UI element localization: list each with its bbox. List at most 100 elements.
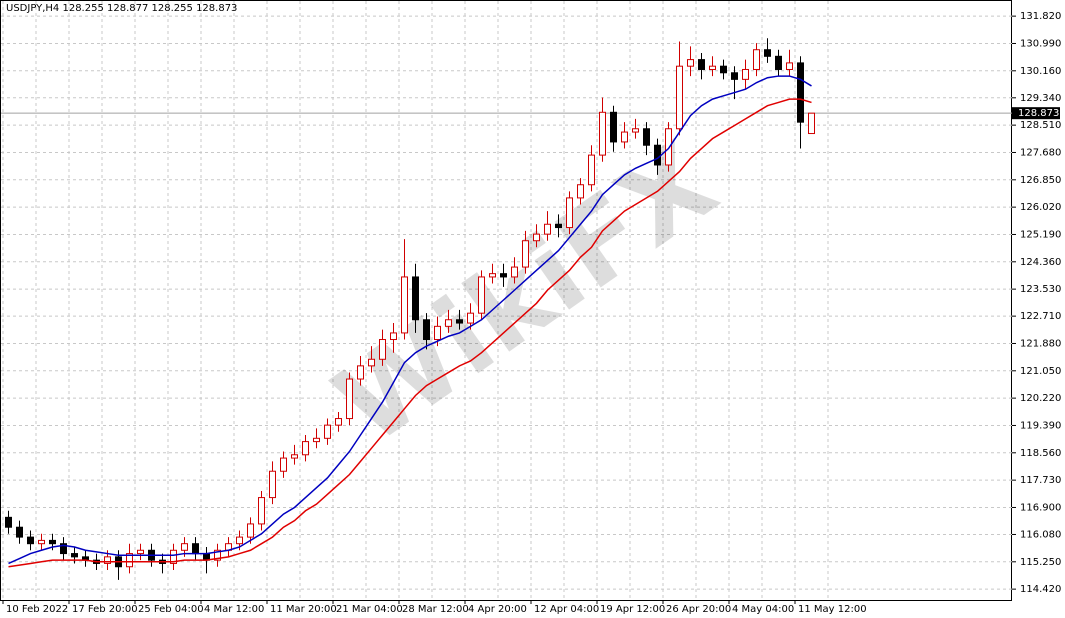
candle-body bbox=[786, 62, 793, 70]
x-tick-label: 21 Mar 04:00 bbox=[336, 604, 403, 615]
candle-body bbox=[709, 65, 716, 70]
x-tick-label: 11 Mar 20:00 bbox=[270, 604, 337, 615]
x-tick-label: 26 Apr 20:00 bbox=[666, 604, 731, 615]
y-tick-label: 122.710 bbox=[1020, 311, 1061, 322]
candle-body bbox=[720, 65, 727, 74]
candle-body bbox=[49, 539, 56, 545]
candle-body bbox=[577, 184, 584, 199]
y-tick-label: 115.250 bbox=[1020, 557, 1061, 568]
y-tick-label: 127.680 bbox=[1020, 147, 1061, 158]
candle-body bbox=[445, 319, 452, 327]
candle-body bbox=[423, 319, 430, 341]
x-tick-label: 28 Mar 12:00 bbox=[402, 604, 469, 615]
candle-body bbox=[258, 497, 265, 525]
y-tick-label: 121.880 bbox=[1020, 338, 1061, 349]
candle-body bbox=[192, 543, 199, 555]
candle-body bbox=[676, 65, 683, 130]
candle-body bbox=[764, 49, 771, 57]
candle-body bbox=[687, 59, 694, 67]
x-tick-label: 11 May 12:00 bbox=[798, 604, 867, 615]
candle-body bbox=[489, 273, 496, 278]
candle-body bbox=[621, 131, 628, 143]
y-tick-label: 130.990 bbox=[1020, 38, 1061, 49]
y-tick-label: 118.560 bbox=[1020, 448, 1061, 459]
candle-body bbox=[368, 358, 375, 367]
candle-body bbox=[544, 223, 551, 235]
x-tick-label: 4 May 04:00 bbox=[732, 604, 794, 615]
candle-body bbox=[500, 273, 507, 278]
candle-body bbox=[104, 556, 111, 564]
candle-body bbox=[280, 457, 287, 472]
x-tick-label: 4 Apr 20:00 bbox=[468, 604, 527, 615]
candle-body bbox=[478, 276, 485, 314]
candle-body bbox=[181, 543, 188, 551]
x-tick-label: 12 Apr 04:00 bbox=[534, 604, 599, 615]
candle-body bbox=[390, 332, 397, 341]
candle-body bbox=[643, 128, 650, 146]
candle-body bbox=[170, 549, 177, 564]
last-price-box bbox=[1012, 107, 1060, 120]
candle-body bbox=[654, 144, 661, 166]
candle-body bbox=[38, 539, 45, 545]
candle-body bbox=[808, 112, 815, 135]
candle-body bbox=[412, 276, 419, 321]
candle-body bbox=[335, 418, 342, 426]
candle-body bbox=[269, 470, 276, 499]
candle-body bbox=[753, 49, 760, 70]
y-tick-label: 130.160 bbox=[1020, 66, 1061, 77]
y-tick-label: 119.390 bbox=[1020, 420, 1061, 431]
candle-body bbox=[434, 325, 441, 341]
y-tick-label: 116.080 bbox=[1020, 529, 1061, 540]
candle-body bbox=[126, 553, 133, 568]
candle-body bbox=[357, 365, 364, 380]
moving-average-line bbox=[8, 75, 812, 565]
candle-body bbox=[313, 437, 320, 443]
candle-body bbox=[236, 536, 243, 545]
y-tick-label: 126.020 bbox=[1020, 202, 1061, 213]
candle-body bbox=[346, 378, 353, 420]
y-tick-label: 120.220 bbox=[1020, 393, 1061, 404]
y-tick-label: 129.340 bbox=[1020, 93, 1061, 104]
y-tick-label: 123.530 bbox=[1020, 284, 1061, 295]
candle-body bbox=[742, 68, 749, 80]
candle-body bbox=[5, 516, 12, 528]
candle-body bbox=[27, 536, 34, 545]
candle-body bbox=[247, 523, 254, 538]
candle-body bbox=[302, 441, 309, 456]
candle-body bbox=[401, 276, 408, 334]
candle-body bbox=[60, 543, 67, 555]
candle-body bbox=[522, 240, 529, 268]
candle-body bbox=[137, 549, 144, 555]
candle-body bbox=[379, 339, 386, 360]
plot-frame bbox=[0, 0, 1012, 601]
candle-body bbox=[467, 312, 474, 324]
candle-body bbox=[533, 233, 540, 242]
x-tick-label: 17 Feb 20:00 bbox=[72, 604, 138, 615]
candle-body bbox=[775, 55, 782, 70]
candle-body bbox=[291, 454, 298, 459]
candle-body bbox=[566, 197, 573, 229]
moving-average-line bbox=[8, 98, 812, 568]
candle-body bbox=[555, 223, 562, 229]
last-price-label: 128.873 bbox=[1018, 108, 1059, 119]
candle-body bbox=[456, 319, 463, 324]
candle-body bbox=[588, 154, 595, 186]
candle-body bbox=[698, 59, 705, 70]
y-tick-label: 124.360 bbox=[1020, 257, 1061, 268]
x-tick-label: 19 Apr 12:00 bbox=[600, 604, 665, 615]
candle-body bbox=[731, 72, 738, 80]
candle-body bbox=[599, 111, 606, 156]
y-tick-label: 121.050 bbox=[1020, 366, 1061, 377]
candle-body bbox=[632, 128, 639, 133]
candle-body bbox=[214, 549, 221, 561]
y-tick-label: 131.820 bbox=[1020, 11, 1061, 22]
candle-body bbox=[324, 424, 331, 439]
candle-body bbox=[797, 62, 804, 123]
candle-body bbox=[610, 111, 617, 143]
x-tick-label: 4 Mar 12:00 bbox=[204, 604, 264, 615]
candle-body bbox=[71, 553, 78, 558]
y-tick-label: 126.850 bbox=[1020, 175, 1061, 186]
y-tick-label: 116.900 bbox=[1020, 502, 1061, 513]
candle-body bbox=[511, 266, 518, 278]
